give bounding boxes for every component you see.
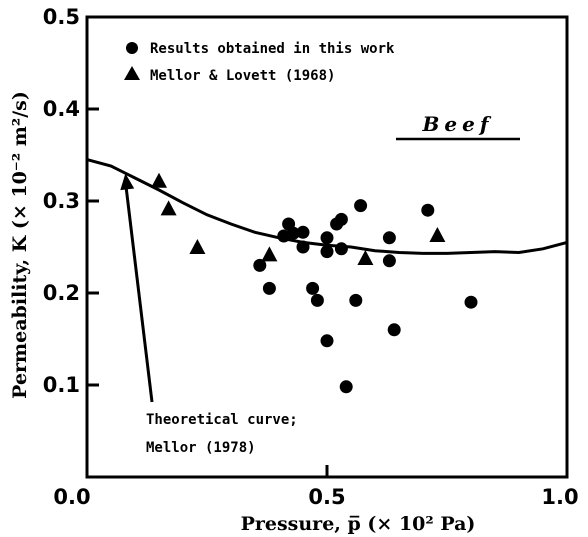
legend-circle-marker [126, 42, 138, 54]
y-tick-label-0.5: 0.5 [43, 5, 80, 29]
annotation-arrow [120, 173, 154, 403]
data-point-circle-16 [349, 293, 363, 307]
data-point-triangle-5 [429, 227, 446, 243]
data-markers-layer [151, 172, 478, 394]
legend-label-results: Results obtained in this work [150, 41, 395, 57]
data-point-triangle-3 [261, 246, 278, 262]
data-point-circle-5 [296, 225, 310, 239]
x-tick-label-1.0: 1.0 [541, 485, 578, 509]
legend-label-mellor-lovett: Mellor & Lovett (1968) [150, 68, 335, 84]
data-point-circle-4 [286, 226, 300, 240]
data-point-circle-17 [354, 199, 368, 213]
annotation-line-1: Theoretical curve; [146, 412, 298, 428]
data-point-triangle-0 [151, 172, 167, 188]
annotation-line-2: Mellor (1978) [146, 440, 256, 456]
data-point-circle-7 [306, 281, 320, 295]
legend-triangle-marker [124, 66, 140, 80]
data-point-circle-20 [387, 323, 401, 337]
data-point-circle-15 [339, 380, 353, 394]
legend: Results obtained in this work Mellor & L… [124, 41, 395, 84]
y-tick-label-0.3: 0.3 [43, 189, 80, 213]
y-tick-label-0.1: 0.1 [43, 373, 80, 397]
data-point-circle-14 [334, 242, 348, 256]
x-axis-label: Pressure, p̅ (× 10² Pa) [241, 513, 476, 535]
axis-ticks [87, 107, 329, 477]
data-point-circle-10 [320, 245, 334, 259]
data-point-circle-11 [320, 334, 334, 348]
data-point-circle-19 [382, 254, 396, 268]
annotation-arrow-head [120, 173, 135, 191]
data-point-circle-1 [262, 281, 276, 295]
data-point-triangle-2 [189, 239, 206, 254]
x-tick-label-0.5: 0.5 [308, 485, 345, 509]
annotation-arrow-shaft [123, 181, 154, 403]
data-point-circle-21 [421, 203, 435, 217]
data-point-circle-22 [464, 295, 478, 309]
y-tick-label-0.4: 0.4 [43, 97, 80, 121]
chart-title: Beef [422, 112, 494, 136]
data-point-triangle-1 [160, 200, 177, 216]
data-point-circle-9 [320, 231, 334, 245]
data-point-circle-13 [334, 212, 348, 226]
data-point-triangle-4 [357, 250, 374, 266]
data-point-circle-18 [382, 231, 396, 245]
data-point-circle-0 [253, 258, 267, 272]
data-point-circle-6 [296, 240, 310, 254]
x-tick-label-0.0: 0.0 [53, 485, 90, 509]
y-axis-label: Permeability, K (× 10⁻² m²/s) [9, 91, 31, 399]
y-tick-label-0.2: 0.2 [43, 281, 80, 305]
data-point-circle-8 [310, 293, 324, 307]
